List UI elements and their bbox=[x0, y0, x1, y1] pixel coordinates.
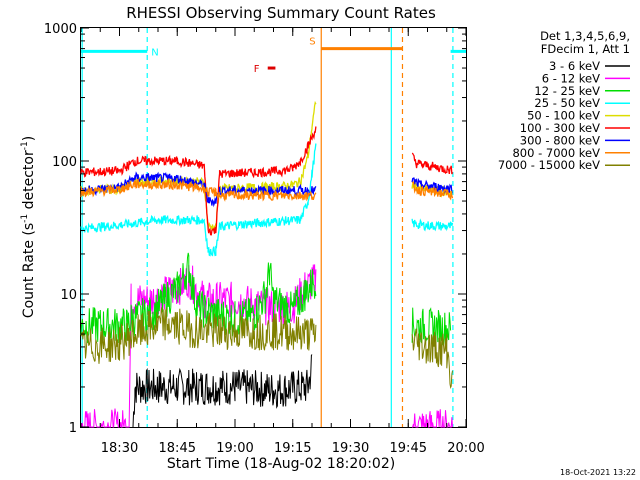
legend-header-line2: FDecim 1, Att 1 bbox=[541, 42, 630, 56]
series-7000-15000-keV-line bbox=[80, 307, 453, 390]
legend-label: 12 - 25 keV bbox=[534, 84, 600, 98]
x-tick-label: 18:45 bbox=[159, 441, 196, 456]
x-axis-label: Start Time (18-Aug-02 18:20:02) bbox=[167, 456, 395, 472]
legend: Det 1,3,4,5,6,9, FDecim 1, Att 1 3 - 6 k… bbox=[498, 29, 630, 172]
tick-layer: 18:30 18:45 19:00 19:15 19:30 19:45 20:00 1 10 10… bbox=[44, 22, 485, 456]
series-100-300-keV-line bbox=[80, 126, 454, 236]
series-layer bbox=[80, 100, 454, 429]
legend-header-line1: Det 1,3,4,5,6,9, bbox=[540, 29, 630, 43]
footer-date: 18-Oct-2021 13:22 bbox=[560, 468, 636, 477]
legend-label: 3 - 6 keV bbox=[549, 59, 600, 73]
y-tick-label: 1 bbox=[69, 421, 77, 436]
y-axis-label: Count Rate (s-1 detector-1) bbox=[20, 136, 37, 318]
series-3-6-keV-line bbox=[132, 354, 313, 428]
x-tick-label: 19:15 bbox=[274, 441, 311, 456]
x-tick-label: 19:30 bbox=[332, 441, 369, 456]
legend-label: 25 - 50 keV bbox=[534, 96, 600, 110]
legend-label: 7000 - 15000 keV bbox=[498, 158, 600, 172]
legend-label: 6 - 12 keV bbox=[542, 71, 600, 85]
plot-frame bbox=[80, 27, 467, 428]
vertical-lines bbox=[81, 28, 454, 427]
y-tick-label: 1000 bbox=[44, 22, 77, 37]
legend-label: 100 - 300 keV bbox=[520, 121, 600, 135]
x-tick-label: 20:00 bbox=[447, 441, 484, 456]
x-tick-label: 19:00 bbox=[216, 441, 253, 456]
markers-layer: N S F bbox=[81, 37, 466, 75]
series-300-800-keV-line bbox=[80, 171, 453, 208]
y-tick-label: 100 bbox=[52, 155, 77, 170]
series-800-7000-keV-line bbox=[80, 177, 454, 202]
y-tick-label: 10 bbox=[60, 288, 77, 303]
series-50-100-keV-line bbox=[80, 100, 453, 234]
series-25-50-keV-line bbox=[80, 143, 454, 257]
marker-label-N: N bbox=[151, 47, 158, 58]
marker-label-S: S bbox=[309, 37, 315, 48]
chart-title: RHESSI Observing Summary Count Rates bbox=[126, 4, 436, 22]
series-12-25-keV-line bbox=[80, 252, 452, 348]
marker-label-F: F bbox=[254, 64, 260, 75]
legend-label: 300 - 800 keV bbox=[520, 133, 600, 147]
legend-label: 50 - 100 keV bbox=[527, 109, 600, 123]
legend-label: 800 - 7000 keV bbox=[512, 146, 600, 160]
x-tick-label: 18:30 bbox=[101, 441, 138, 456]
x-tick-label: 19:45 bbox=[390, 441, 427, 456]
